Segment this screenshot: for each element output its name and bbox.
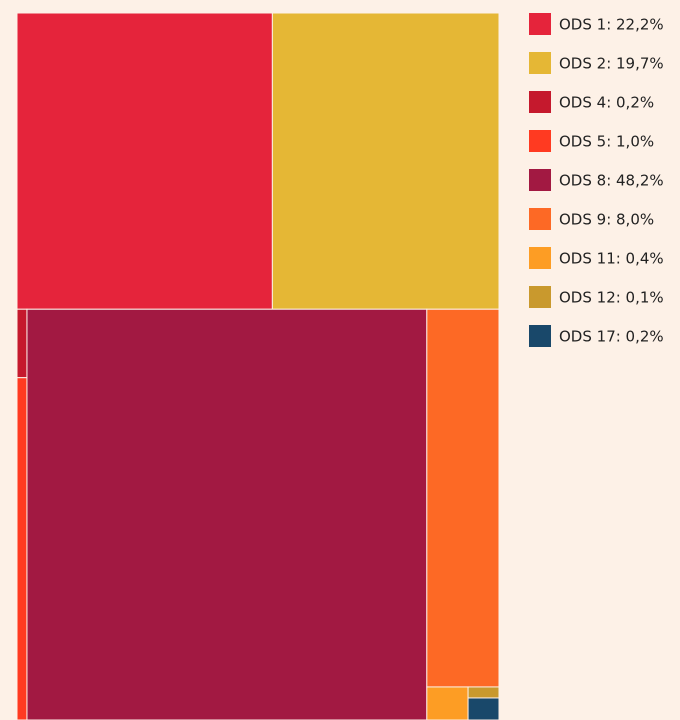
treemap-tile (16, 308, 28, 379)
legend-swatch (529, 91, 551, 113)
treemap-tile (271, 12, 500, 310)
legend-label: ODS 5: 1,0% (559, 133, 654, 151)
legend-swatch (529, 13, 551, 35)
legend-label: ODS 17: 0,2% (559, 328, 664, 346)
treemap-tile (467, 697, 500, 720)
treemap-tile (426, 686, 469, 720)
legend-swatch (529, 247, 551, 269)
legend-swatch (529, 286, 551, 308)
treemap-tile (16, 12, 273, 310)
legend-swatch (529, 52, 551, 74)
legend-label: ODS 9: 8,0% (559, 211, 654, 229)
legend-label: ODS 12: 0,1% (559, 289, 664, 307)
legend-swatch (529, 169, 551, 191)
treemap-tile (426, 308, 500, 688)
treemap-tile (467, 686, 500, 699)
treemap-tile (26, 308, 428, 720)
legend-label: ODS 11: 0,4% (559, 250, 664, 268)
legend-swatch (529, 208, 551, 230)
legend-swatch (529, 130, 551, 152)
legend-label: ODS 8: 48,2% (559, 172, 664, 190)
treemap-tile (16, 377, 28, 720)
legend-swatch (529, 325, 551, 347)
legend-label: ODS 1: 22,2% (559, 16, 664, 34)
legend-label: ODS 4: 0,2% (559, 94, 654, 112)
legend-label: ODS 2: 19,7% (559, 55, 664, 73)
